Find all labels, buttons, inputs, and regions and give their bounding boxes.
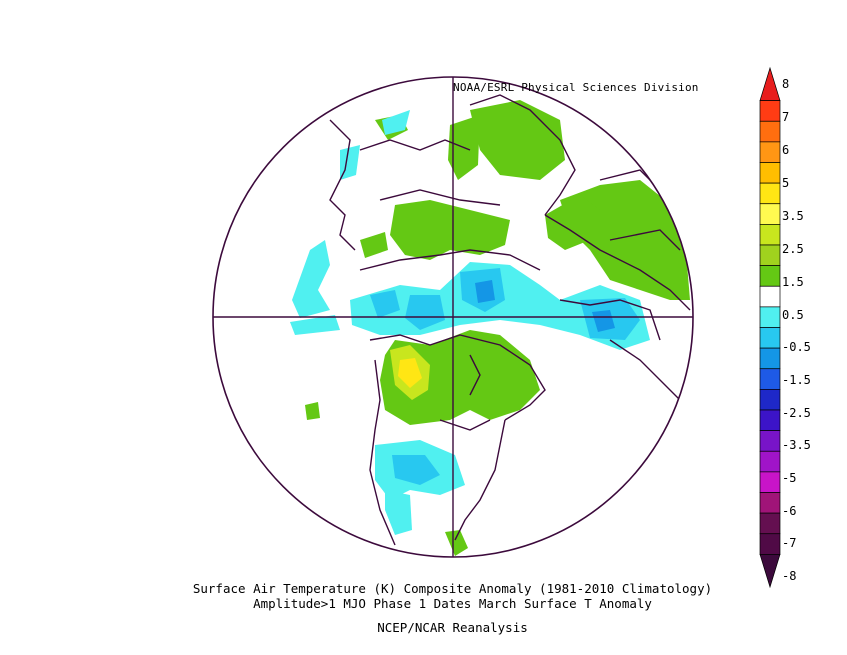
anomaly-cyan-mexico	[385, 490, 412, 535]
colorbar-label: 1.5	[782, 275, 804, 289]
colorbar-swatch	[759, 285, 781, 308]
colorbar-swatch	[759, 244, 781, 266]
colorbar-swatch	[759, 471, 781, 493]
colorbar-swatch	[759, 554, 781, 589]
anomaly-cyan-pacific-left	[292, 240, 330, 318]
colorbar-label: 0.5	[782, 308, 804, 322]
colorbar-swatch	[759, 306, 781, 328]
colorbar-label: 3.5	[782, 209, 804, 223]
colorbar-label: 8	[782, 77, 790, 91]
anomaly-green-arctic-top	[470, 100, 565, 180]
colorbar-label: -7	[782, 536, 797, 550]
anomaly-blue-arctic-1	[370, 290, 400, 318]
colorbar-swatch	[759, 100, 781, 122]
colorbar-label: 5	[782, 176, 790, 190]
colorbar-label: -3.5	[782, 438, 811, 452]
colorbar-swatch	[759, 347, 781, 370]
anomaly-cyan-top	[382, 110, 410, 135]
colorbar-swatch	[759, 265, 781, 287]
colorbar-label: -6	[782, 504, 797, 518]
colorbar-swatch	[759, 120, 781, 143]
caption-source: NCEP/NCAR Reanalysis	[377, 620, 528, 635]
colorbar-label: -0.5	[782, 340, 811, 354]
anomaly-blue-arctic-2	[405, 295, 445, 330]
colorbar-swatch	[759, 66, 781, 101]
colorbar-swatch	[759, 141, 781, 163]
colorbar-swatch	[759, 492, 781, 514]
colorbar-label: -5	[782, 471, 797, 485]
caption-subtitle: Amplitude>1 MJO Phase 1 Dates March Surf…	[253, 596, 652, 611]
colorbar-swatch	[759, 327, 781, 349]
colorbar-swatch	[759, 533, 781, 555]
anomaly-green-pacific	[305, 402, 320, 420]
colorbar-label: 6	[782, 143, 790, 157]
colorbar-swatch	[759, 162, 781, 184]
colorbar-swatch	[759, 430, 781, 452]
anomaly-green-europe	[545, 195, 600, 250]
caption-title: Surface Air Temperature (K) Composite An…	[192, 581, 713, 596]
anomaly-green-central-america	[445, 530, 468, 556]
credit-label: NOAA/ESRL Physical Sciences Division	[453, 81, 699, 94]
colorbar-label: 2.5	[782, 242, 804, 256]
anomaly-green-central	[390, 200, 510, 260]
anomaly-deep-siberia	[592, 310, 615, 332]
colorbar-label: -2.5	[782, 406, 811, 420]
colorbar-label: 7	[782, 110, 790, 124]
anomaly-cyan-pacific-lower	[290, 315, 340, 335]
colorbar-swatch	[759, 182, 781, 205]
colorbar-swatch	[759, 409, 781, 431]
colorbar-label: -1.5	[782, 373, 811, 387]
anomaly-yellow-core	[398, 358, 422, 388]
colorbar-swatch	[759, 389, 781, 411]
colorbar-label: -8	[782, 569, 797, 583]
colorbar-swatch	[759, 224, 781, 246]
colorbar-swatch	[759, 512, 781, 535]
anomaly-green-mid-left	[360, 232, 388, 258]
colorbar-swatch	[759, 203, 781, 225]
anomaly-deep-arctic	[475, 280, 495, 303]
colorbar-swatch	[759, 450, 781, 473]
colorbar-swatch	[759, 368, 781, 390]
anomaly-blue-usa	[392, 455, 440, 485]
anomaly-green-canada	[380, 330, 540, 425]
